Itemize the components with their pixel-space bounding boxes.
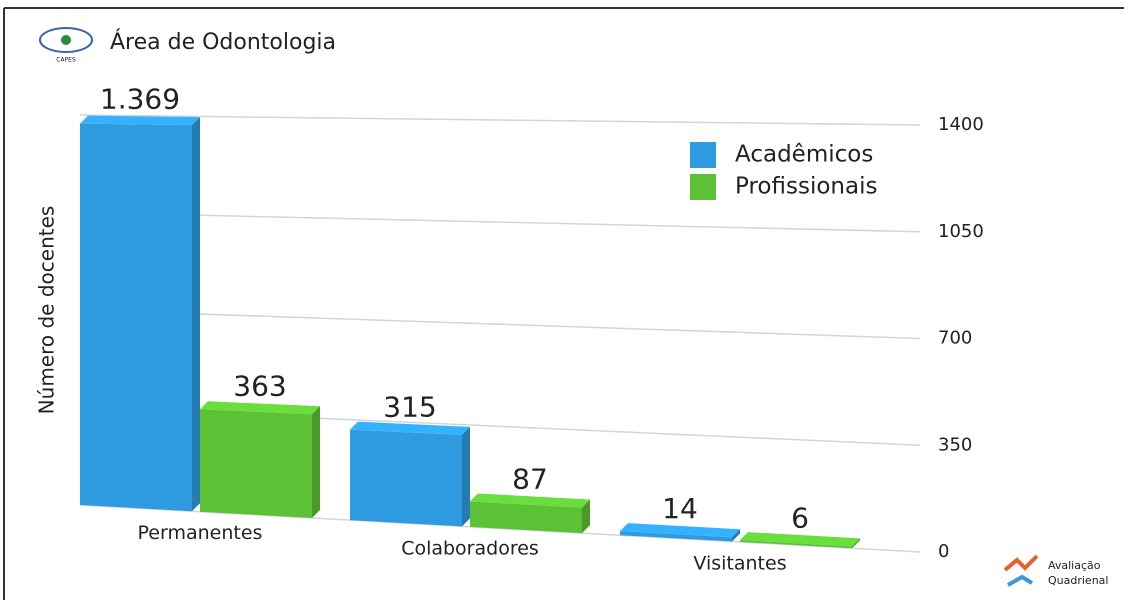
bar-side [582, 499, 590, 534]
y-axis-label: Número de docentes [35, 206, 59, 415]
value-label: 363 [233, 370, 286, 403]
legend-swatch [690, 142, 716, 168]
value-label: 315 [383, 390, 436, 423]
bar-side [312, 406, 320, 518]
grid-line [79, 309, 921, 340]
bar-side [192, 117, 200, 512]
capes-logo: CAPES [39, 27, 93, 64]
grid-line [79, 211, 921, 233]
bar-side [732, 529, 740, 542]
bar [470, 501, 582, 534]
bar-side [462, 426, 470, 527]
x-tick-label: Colaboradores [401, 537, 539, 559]
logo-mark [1007, 574, 1034, 587]
bar [200, 409, 312, 518]
bar [80, 123, 192, 512]
logo-line: Quadrienal [1048, 574, 1108, 587]
logo-eye [39, 27, 93, 53]
bar-side [852, 538, 860, 549]
grid-line [79, 114, 921, 126]
logo-pupil [61, 35, 71, 45]
logo-line: Avaliação [1048, 559, 1101, 572]
value-label: 6 [791, 501, 809, 534]
y-tick-label: 350 [938, 434, 972, 455]
bar-top [620, 523, 740, 538]
y-tick-label: 1400 [938, 114, 984, 135]
x-tick-label: Visitantes [693, 552, 786, 574]
title: Área de Odontologia [110, 29, 336, 55]
bar-top [470, 493, 590, 508]
value-label: 87 [512, 462, 548, 495]
legend-swatch [690, 174, 716, 200]
y-tick-label: 1050 [938, 221, 984, 242]
bar-top [80, 115, 200, 126]
bar-top [200, 401, 320, 415]
bar [350, 429, 462, 527]
y-tick-label: 0 [938, 541, 949, 562]
bar [620, 531, 732, 542]
x-tick-label: Permanentes [138, 522, 263, 544]
value-label: 1.369 [100, 82, 180, 115]
bar-top [740, 532, 860, 547]
value-label: 14 [662, 492, 698, 525]
logo-text: CAPES [56, 57, 76, 64]
bar [740, 540, 852, 549]
aq-logo: Avaliação Quadrienal [1003, 554, 1108, 587]
bar-top [350, 421, 470, 435]
logo-mark [1003, 554, 1039, 572]
legend-label: Profissionais [735, 174, 877, 200]
legend-label: Acadêmicos [735, 142, 873, 168]
y-tick-label: 700 [938, 328, 972, 349]
